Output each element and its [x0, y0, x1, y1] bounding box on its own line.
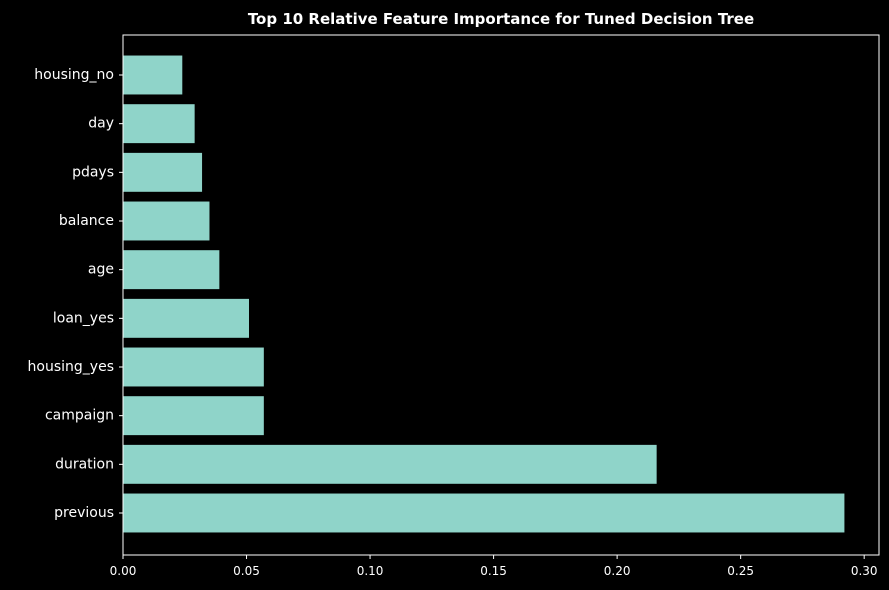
- y-tick-label: housing_yes: [28, 359, 114, 375]
- bar-previous: [123, 493, 845, 533]
- bar-age: [123, 250, 220, 290]
- chart-title: Top 10 Relative Feature Importance for T…: [248, 10, 754, 28]
- x-tick-label: 0.20: [604, 564, 631, 578]
- bar-duration: [123, 444, 657, 484]
- y-tick-label: previous: [54, 505, 114, 521]
- bar-balance: [123, 201, 210, 241]
- x-tick-label: 0.30: [851, 564, 878, 578]
- y-tick-label: age: [88, 262, 114, 278]
- y-tick-label: duration: [55, 456, 114, 472]
- y-tick-label: campaign: [45, 408, 114, 424]
- x-tick-label: 0.25: [727, 564, 754, 578]
- x-tick-label: 0.05: [233, 564, 260, 578]
- bar-housing-yes: [123, 347, 264, 387]
- bar-housing-no: [123, 55, 183, 95]
- y-tick-label: pdays: [72, 164, 114, 180]
- axes-frame: [122, 34, 880, 556]
- y-tick-label: day: [88, 116, 114, 132]
- y-tick-label: loan_yes: [53, 310, 114, 326]
- bar-loan-yes: [123, 298, 249, 338]
- x-tick-label: 0.10: [357, 564, 384, 578]
- x-tick-label: 0.15: [480, 564, 507, 578]
- bar-campaign: [123, 396, 264, 436]
- bar-pdays: [123, 152, 203, 192]
- x-tick-label: 0.00: [110, 564, 137, 578]
- y-axis-ticks: previous duration campaign housing_yes loan_…: [28, 67, 123, 521]
- y-tick-label: balance: [59, 213, 114, 229]
- bars-group: [123, 55, 845, 533]
- bar-day: [123, 104, 195, 144]
- x-axis-ticks: 0.00 0.05 0.10 0.15 0.20 0.25 0.30: [110, 555, 878, 578]
- y-tick-label: housing_no: [34, 67, 114, 83]
